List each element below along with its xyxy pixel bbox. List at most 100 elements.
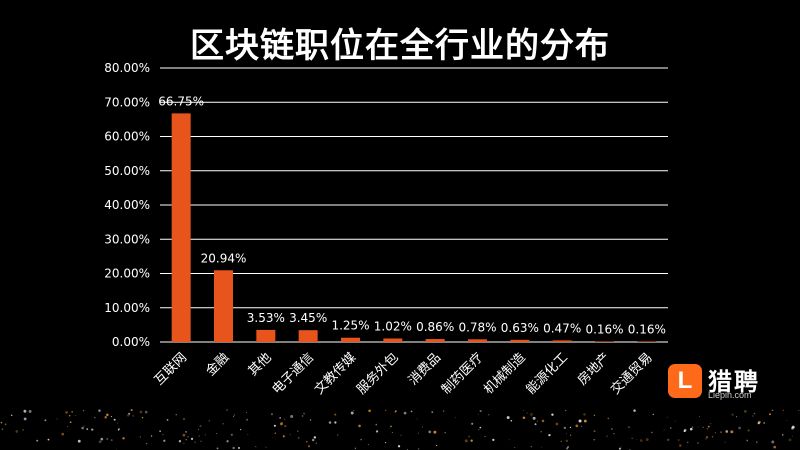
sparkle-dot xyxy=(786,420,788,422)
sparkle-dot xyxy=(390,425,392,428)
sparkle-dot xyxy=(334,421,337,424)
x-tick-label: 制药医疗 xyxy=(439,350,486,397)
x-tick-label: 房地产 xyxy=(574,350,613,389)
sparkle-dot xyxy=(687,441,689,443)
sparkle-dot xyxy=(567,446,570,448)
sparkle-dot xyxy=(178,440,182,443)
x-tick-label: 能源化工 xyxy=(524,350,571,397)
sparkle-dot xyxy=(301,415,304,417)
sparkle-dot xyxy=(417,448,420,450)
sparkle-dot xyxy=(470,439,473,442)
sparkle-dot xyxy=(791,435,793,437)
sparkle-dot xyxy=(305,441,308,443)
sparkle-dot xyxy=(77,439,81,443)
bar xyxy=(171,113,191,342)
data-label: 0.47% xyxy=(543,321,581,335)
sparkle-dot xyxy=(279,422,283,426)
sparkle-dot xyxy=(247,434,249,436)
bar xyxy=(425,339,445,342)
sparkle-dot xyxy=(730,430,734,434)
sparkle-dot xyxy=(67,426,69,428)
data-label: 20.94% xyxy=(201,251,247,265)
x-tick-label: 互联网 xyxy=(152,350,190,388)
sparkle-dot xyxy=(226,440,229,443)
sparkle-dot xyxy=(636,438,638,440)
sparkle-dot xyxy=(166,418,169,421)
sparkle-dot xyxy=(122,437,125,440)
sparkle-dot xyxy=(284,425,287,428)
sparkle-dot xyxy=(354,447,356,449)
sparkle-dot xyxy=(773,445,777,449)
sparkle-dot xyxy=(403,411,407,415)
sparkle-dot xyxy=(702,426,704,428)
sparkle-dot xyxy=(569,426,572,429)
sparkle-dot xyxy=(738,426,741,430)
data-label: 0.16% xyxy=(628,322,666,336)
sparkle-dot xyxy=(706,428,708,430)
sparkle-dot xyxy=(237,446,241,450)
sparkle-dot xyxy=(106,437,109,441)
sparkle-dot xyxy=(65,412,67,414)
sparkle-dot xyxy=(639,439,643,442)
sparkle-dot xyxy=(216,447,219,450)
sparkle-dot xyxy=(65,410,68,414)
sparkle-dot xyxy=(677,439,680,442)
bar xyxy=(298,330,318,342)
x-tick-label: 机械制造 xyxy=(481,350,528,397)
sparkle-dot xyxy=(306,441,308,443)
sparkle-dot xyxy=(183,418,185,420)
sparkle-dot xyxy=(651,431,653,434)
sparkle-dot xyxy=(61,432,65,436)
sparkle-dot xyxy=(358,424,361,428)
data-label: 0.78% xyxy=(458,320,496,334)
sparkle-dot xyxy=(367,444,369,446)
bar xyxy=(256,329,276,342)
sparkle-dot xyxy=(183,442,185,444)
sparkle-dot xyxy=(705,436,709,439)
sparkle-dot xyxy=(540,431,542,433)
sparkle-dot xyxy=(274,432,277,434)
sparkle-dot xyxy=(44,419,47,422)
sparkle-dot xyxy=(510,419,513,422)
sparkle-dot xyxy=(610,428,613,430)
sparkle-dot xyxy=(128,412,131,415)
sparkle-dot xyxy=(697,426,699,428)
sparkle-dot xyxy=(360,438,362,441)
sparkle-dot xyxy=(479,426,482,429)
sparkle-dot xyxy=(216,433,218,435)
sparkle-dot xyxy=(645,438,649,441)
sparkle-dot xyxy=(337,434,339,436)
sparkle-dot xyxy=(454,416,456,418)
sparkle-dot xyxy=(478,413,480,415)
sparkle-dot xyxy=(689,427,693,431)
sparkle-dot xyxy=(583,419,587,423)
sparkle-dot xyxy=(394,410,397,413)
sparkle-dot xyxy=(233,414,235,416)
bar xyxy=(468,339,487,342)
page-title: 区块链职位在全行业的分布 xyxy=(190,26,610,66)
sparkle-dot xyxy=(530,446,532,448)
sparkle-dot xyxy=(757,422,760,425)
sparkle-dot xyxy=(94,416,96,419)
sparkle-dot xyxy=(265,446,267,448)
sparkle-dot xyxy=(666,416,668,418)
sparkle-dot xyxy=(492,438,495,442)
sparkle-dot xyxy=(769,413,771,416)
sparkle-dot xyxy=(22,428,25,431)
sparkle-dot xyxy=(417,432,419,434)
sparkle-dot xyxy=(56,418,58,420)
sparkle-dot xyxy=(4,423,7,426)
sparkle-dot xyxy=(735,416,738,418)
sparkle-dot xyxy=(132,415,134,417)
y-tick-label: 10.00% xyxy=(104,301,150,315)
sparkle-dot xyxy=(631,437,633,440)
sparkle-dot xyxy=(350,411,354,415)
sparkle-dot xyxy=(529,412,533,416)
sparkle-dot xyxy=(230,433,233,436)
sparkle-dot xyxy=(563,426,567,430)
sparkle-dot xyxy=(771,440,775,444)
sparkle-dot xyxy=(771,409,774,412)
sparkle-dot xyxy=(442,410,445,412)
sparkle-dot xyxy=(421,426,424,428)
sparkle-dot xyxy=(117,429,120,431)
